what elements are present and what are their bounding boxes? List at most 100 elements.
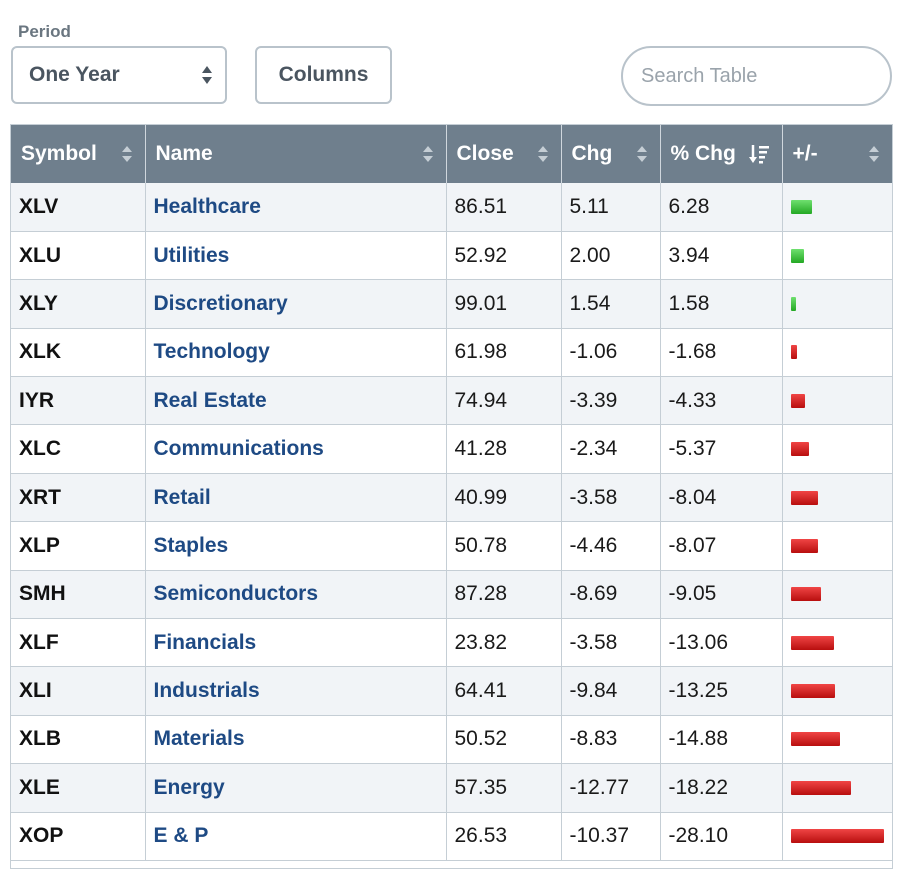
cell-symbol: XLK <box>11 328 146 378</box>
table-row[interactable]: XLY Discretionary 99.01 1.54 1.58 <box>11 279 892 329</box>
table-row[interactable]: XLU Utilities 52.92 2.00 3.94 <box>11 231 892 281</box>
cell-name-link[interactable]: Semiconductors <box>145 570 447 620</box>
column-header-name[interactable]: Name <box>145 125 447 183</box>
negative-change-bar <box>790 780 851 795</box>
column-header-bar[interactable]: +/- <box>782 125 892 183</box>
table-header-row: Symbol Name Close Chg % Chg <box>11 125 892 183</box>
table-row[interactable]: SMH Semiconductors 87.28 -8.69 -9.05 <box>11 570 892 620</box>
cell-name-link[interactable]: Energy <box>145 763 447 813</box>
table-row[interactable]: XLC Communications 41.28 -2.34 -5.37 <box>11 424 892 474</box>
columns-button[interactable]: Columns <box>255 46 392 104</box>
cell-name-link[interactable]: Utilities <box>145 231 447 281</box>
positive-change-bar <box>790 199 812 214</box>
column-header-label: Symbol <box>21 142 97 165</box>
search-table-input[interactable] <box>621 46 892 106</box>
cell-pct-chg: -13.25 <box>660 666 783 716</box>
sort-icon <box>121 146 132 162</box>
cell-close: 52.92 <box>446 231 562 281</box>
column-header-symbol[interactable]: Symbol <box>11 125 146 183</box>
cell-chg: -2.34 <box>561 424 661 474</box>
table-row[interactable]: XLV Healthcare 86.51 5.11 6.28 <box>11 183 892 232</box>
negative-change-bar <box>790 393 805 408</box>
table-row[interactable]: XLF Financials 23.82 -3.58 -13.06 <box>11 618 892 668</box>
cell-symbol: XOP <box>11 812 146 861</box>
cell-name-link[interactable]: E & P <box>145 812 447 861</box>
cell-close: 57.35 <box>446 763 562 813</box>
cell-bar <box>782 763 892 813</box>
cell-name-link[interactable]: Healthcare <box>145 183 447 232</box>
select-arrows-icon <box>202 66 212 84</box>
cell-close: 23.82 <box>446 618 562 668</box>
cell-bar <box>782 521 892 571</box>
cell-close: 41.28 <box>446 424 562 474</box>
cell-bar <box>782 328 892 378</box>
cell-close: 87.28 <box>446 570 562 620</box>
cell-close: 64.41 <box>446 666 562 716</box>
cell-pct-chg: -5.37 <box>660 424 783 474</box>
cell-chg: -8.83 <box>561 715 661 765</box>
cell-pct-chg: -1.68 <box>660 328 783 378</box>
cell-chg: 2.00 <box>561 231 661 281</box>
negative-change-bar <box>790 442 809 457</box>
table-row[interactable]: XLK Technology 61.98 -1.06 -1.68 <box>11 328 892 378</box>
table-row[interactable]: XRT Retail 40.99 -3.58 -8.04 <box>11 473 892 523</box>
table-row[interactable]: XLE Energy 57.35 -12.77 -18.22 <box>11 763 892 813</box>
cell-bar <box>782 231 892 281</box>
column-header-label: % Chg <box>670 142 736 165</box>
negative-change-bar <box>790 345 797 360</box>
positive-change-bar <box>790 296 796 311</box>
period-select-value: One Year <box>29 63 120 86</box>
sort-descending-icon <box>748 145 769 164</box>
cell-pct-chg: -9.05 <box>660 570 783 620</box>
cell-symbol: XLE <box>11 763 146 813</box>
sort-icon <box>869 146 879 162</box>
cell-name-link[interactable]: Staples <box>145 521 447 571</box>
column-header-close[interactable]: Close <box>446 125 562 183</box>
cell-pct-chg: 6.28 <box>660 183 783 232</box>
cell-name-link[interactable]: Retail <box>145 473 447 523</box>
cell-symbol: XLY <box>11 279 146 329</box>
period-select[interactable]: One Year <box>11 46 227 104</box>
cell-chg: -8.69 <box>561 570 661 620</box>
negative-change-bar <box>790 538 818 553</box>
cell-symbol: IYR <box>11 376 146 426</box>
cell-bar <box>782 666 892 716</box>
column-header-chg[interactable]: Chg <box>561 125 661 183</box>
cell-close: 40.99 <box>446 473 562 523</box>
cell-symbol: XLC <box>11 424 146 474</box>
cell-name-link[interactable]: Real Estate <box>145 376 447 426</box>
column-header-pct-chg[interactable]: % Chg <box>660 125 783 183</box>
cell-bar <box>782 473 892 523</box>
cell-chg: 5.11 <box>561 183 661 232</box>
cell-symbol: SMH <box>11 570 146 620</box>
column-header-label: +/- <box>792 142 818 165</box>
cell-chg: -1.06 <box>561 328 661 378</box>
cell-chg: -12.77 <box>561 763 661 813</box>
cell-chg: -4.46 <box>561 521 661 571</box>
cell-name-link[interactable]: Materials <box>145 715 447 765</box>
table-row[interactable]: XLI Industrials 64.41 -9.84 -13.25 <box>11 666 892 716</box>
cell-bar <box>782 618 892 668</box>
cell-pct-chg: 3.94 <box>660 231 783 281</box>
cell-name-link[interactable]: Technology <box>145 328 447 378</box>
cell-name-link[interactable]: Financials <box>145 618 447 668</box>
cell-symbol: XLU <box>11 231 146 281</box>
cell-bar <box>782 279 892 329</box>
cell-close: 50.78 <box>446 521 562 571</box>
table-row[interactable]: XOP E & P 26.53 -10.37 -28.10 <box>11 812 892 861</box>
cell-name-link[interactable]: Industrials <box>145 666 447 716</box>
cell-name-link[interactable]: Discretionary <box>145 279 447 329</box>
negative-change-bar <box>790 635 834 650</box>
negative-change-bar <box>790 490 818 505</box>
table-row[interactable]: IYR Real Estate 74.94 -3.39 -4.33 <box>11 376 892 426</box>
cell-symbol: XRT <box>11 473 146 523</box>
cell-name-link[interactable]: Communications <box>145 424 447 474</box>
cell-chg: -3.58 <box>561 473 661 523</box>
cell-pct-chg: -13.06 <box>660 618 783 668</box>
cell-chg: -10.37 <box>561 812 661 861</box>
table-row[interactable]: XLB Materials 50.52 -8.83 -14.88 <box>11 715 892 765</box>
cell-bar <box>782 715 892 765</box>
table-row[interactable]: XLP Staples 50.78 -4.46 -8.07 <box>11 521 892 571</box>
cell-pct-chg: 1.58 <box>660 279 783 329</box>
cell-symbol: XLI <box>11 666 146 716</box>
